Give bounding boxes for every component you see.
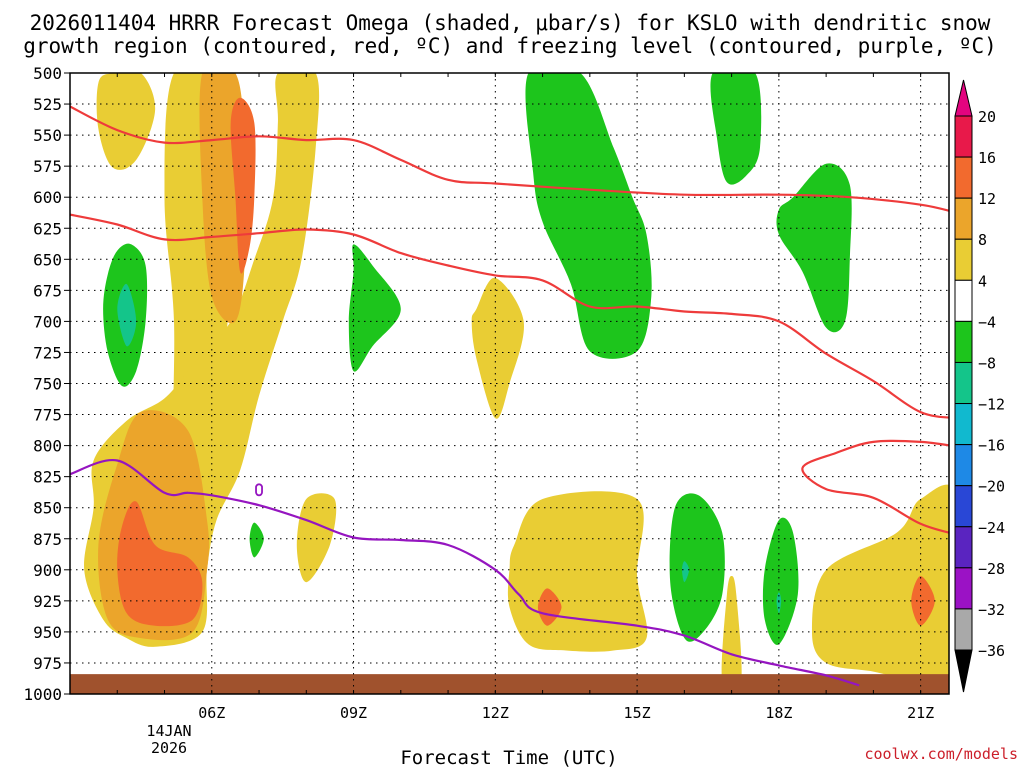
- y-axis: 500 525 550 575 600 625 650 675 700 725 750 775 800 8…: [23, 64, 70, 704]
- omega-region-16: [348, 244, 401, 372]
- colorbar-swatch-10: [954, 526, 973, 569]
- dendritic-contour-0: [70, 105, 949, 212]
- freezing-level: [70, 459, 860, 687]
- omega-region-21: [762, 517, 799, 645]
- y-tick-label-6: 650: [33, 250, 62, 269]
- y-tick-label-19: 975: [33, 654, 62, 673]
- x-tick-label-3: 15Z: [624, 704, 651, 722]
- colorbar-bottom-arrow: [954, 649, 973, 693]
- omega-region-0: [96, 73, 156, 170]
- y-tick-label-14: 850: [33, 499, 62, 518]
- x-tick-label-0: 06Z: [198, 704, 225, 722]
- colorbar-label-3: 8: [978, 231, 987, 249]
- omega-region-24: [776, 592, 782, 614]
- omega-region-23: [682, 561, 690, 583]
- y-tick-label-10: 750: [33, 375, 62, 394]
- colorbar-swatch-6: [954, 361, 973, 405]
- dendritic-contours: [70, 105, 949, 534]
- freezing-level-line: [70, 459, 860, 687]
- chart-title-line2: growth region (contoured, red, ºC) and f…: [23, 34, 997, 58]
- dendritic-contour-2: [801, 439, 949, 534]
- y-tick-label-4: 600: [33, 188, 62, 207]
- y-tick-label-0: 500: [33, 64, 62, 83]
- colorbar-swatch-4: [954, 279, 973, 322]
- omega-region-17: [525, 73, 652, 359]
- terrain-strip: [70, 674, 949, 694]
- x-tick-label-2: 12Z: [482, 704, 509, 722]
- omega-region-5: [507, 491, 648, 652]
- colorbar-swatch-0: [954, 115, 973, 158]
- colorbar-swatch-8: [954, 444, 973, 487]
- omega-region-22: [117, 283, 137, 347]
- omega-region-18: [710, 73, 762, 185]
- x-tick-label-5: 21Z: [907, 704, 934, 722]
- omega-region-7: [812, 484, 949, 691]
- colorbar-label-2: 12: [978, 190, 996, 208]
- colorbar-swatch-7: [954, 403, 973, 446]
- colorbar-swatch-12: [954, 608, 973, 651]
- x-axis-title: Forecast Time (UTC): [400, 747, 617, 768]
- omega-region-15: [249, 522, 264, 558]
- dendritic-contour-1: [70, 213, 949, 419]
- colorbar-swatch-2: [954, 197, 973, 240]
- y-tick-label-12: 800: [33, 437, 62, 456]
- y-tick-label-7: 675: [33, 281, 62, 300]
- y-tick-label-18: 950: [33, 623, 62, 642]
- freezing-level-label-box: [255, 483, 263, 497]
- omega-region-3: [296, 493, 337, 583]
- omega-region-11: [230, 97, 256, 274]
- colorbar-label-7: −12: [978, 396, 1005, 414]
- y-tick-label-11: 775: [33, 406, 62, 425]
- colorbar-label-8: −16: [978, 437, 1005, 455]
- omega-region-20: [669, 493, 725, 642]
- y-tick-label-9: 725: [33, 343, 62, 362]
- date-label-year: 2026: [151, 739, 187, 757]
- colorbar-swatch-9: [954, 485, 973, 528]
- y-tick-label-1: 525: [33, 95, 62, 114]
- y-tick-label-5: 625: [33, 219, 62, 238]
- y-tick-label-16: 900: [33, 561, 62, 580]
- omega-shading: [84, 73, 949, 693]
- colorbar-label-11: −28: [978, 560, 1005, 578]
- y-tick-label-2: 550: [33, 126, 62, 145]
- plot-area: [69, 72, 950, 695]
- grid: [70, 73, 949, 694]
- x-tick-label-4: 18Z: [765, 704, 792, 722]
- omega-region-10: [117, 501, 203, 627]
- colorbar-swatch-1: [954, 156, 973, 199]
- colorbar-label-4: 4: [978, 272, 987, 290]
- chart-title-line1: 2026011404 HRRR Forecast Omega (shaded, …: [30, 11, 991, 35]
- date-label-day: 14JAN: [146, 722, 191, 740]
- colorbar-top-arrow: [954, 79, 973, 117]
- colorbar-label-1: 16: [978, 149, 996, 167]
- colorbar-label-0: 20: [978, 108, 996, 126]
- colorbar-label-9: −20: [978, 478, 1005, 496]
- colorbar-swatch-5: [954, 320, 973, 363]
- colorbar-swatch-11: [954, 567, 973, 610]
- colorbar-swatch-3: [954, 238, 973, 281]
- x-axis: 06Z 09Z 12Z 15Z 18Z 21Z: [198, 704, 934, 722]
- colorbar-label-10: −24: [978, 519, 1005, 537]
- colorbar-label-5: −4: [978, 313, 996, 331]
- colorbar-label-12: −32: [978, 601, 1005, 619]
- y-tick-label-15: 875: [33, 530, 62, 549]
- terrain: [70, 674, 949, 694]
- y-tick-label-13: 825: [33, 468, 62, 487]
- y-tick-label-20: 1000: [23, 685, 62, 704]
- credit-text: coolwx.com/models: [864, 745, 1018, 763]
- y-tick-label-3: 575: [33, 157, 62, 176]
- y-tick-label-17: 925: [33, 592, 62, 611]
- colorbar-label-13: −36: [978, 642, 1005, 660]
- colorbar: 20 16 12 8 4 −4 −8 −12 −16 −20 −24 −28 −32 −36: [954, 79, 1005, 693]
- y-tick-label-8: 700: [33, 312, 62, 331]
- x-tick-label-1: 09Z: [340, 704, 367, 722]
- colorbar-label-6: −8: [978, 354, 996, 372]
